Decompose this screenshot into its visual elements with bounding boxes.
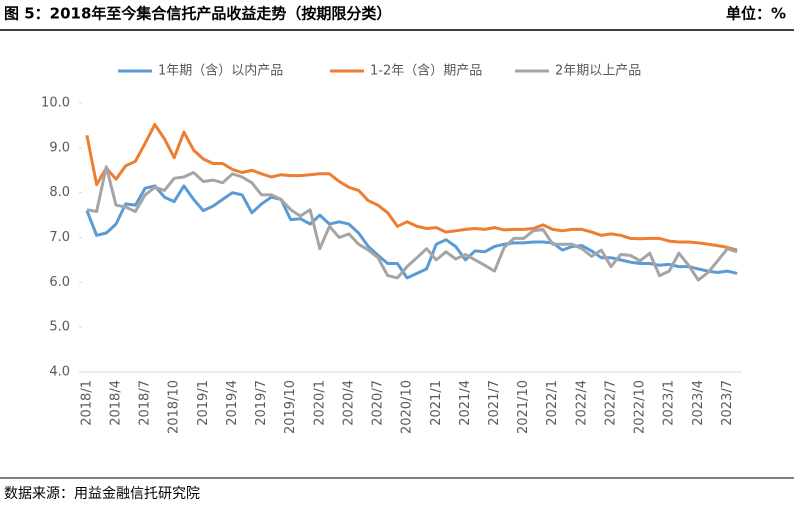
y-tick-label: 5.0 bbox=[49, 320, 70, 335]
x-tick-label: 2021/10 bbox=[516, 380, 531, 434]
x-tick-label: 2020/10 bbox=[400, 380, 415, 434]
x-tick-label: 2019/4 bbox=[225, 380, 240, 426]
x-tick-label: 2020/1 bbox=[312, 380, 327, 426]
unit-label: 单位：% bbox=[726, 5, 786, 23]
x-tick-label: 2018/1 bbox=[79, 380, 94, 426]
x-tick-label: 2020/7 bbox=[371, 380, 386, 426]
x-tick-label: 2018/4 bbox=[108, 380, 123, 426]
x-tick-label: 2018/7 bbox=[138, 380, 153, 426]
x-tick-label: 2019/1 bbox=[196, 380, 211, 426]
x-tick-label: 2023/7 bbox=[720, 380, 735, 426]
x-tick-label: 2022/1 bbox=[545, 380, 560, 426]
x-tick-label: 2021/1 bbox=[429, 380, 444, 426]
series-line bbox=[85, 184, 738, 280]
legend-label: 1-2年（含）期产品 bbox=[370, 63, 482, 79]
x-tick-label: 2023/4 bbox=[691, 380, 706, 426]
y-tick-label: 6.0 bbox=[49, 275, 70, 290]
y-tick-label: 10.0 bbox=[41, 96, 70, 111]
x-tick-label: 2022/7 bbox=[603, 380, 618, 426]
figure-title: 图 5：2018年至今集合信托产品收益走势（按期限分类） bbox=[4, 5, 391, 23]
x-tick-label: 2020/4 bbox=[341, 380, 356, 426]
x-tick-label: 2021/7 bbox=[487, 380, 502, 426]
series-line bbox=[85, 123, 738, 252]
series-line bbox=[86, 165, 738, 282]
x-tick-label: 2019/10 bbox=[283, 380, 298, 434]
legend-label: 1年期（含）以内产品 bbox=[158, 63, 283, 79]
legend-label: 2年期以上产品 bbox=[555, 64, 641, 79]
x-tick-label: 2018/10 bbox=[167, 380, 182, 434]
y-tick-label: 7.0 bbox=[49, 230, 70, 245]
y-tick-label: 9.0 bbox=[49, 140, 70, 155]
x-tick-label: 2023/1 bbox=[662, 380, 677, 426]
x-tick-label: 2021/4 bbox=[458, 380, 473, 426]
y-tick-label: 8.0 bbox=[49, 185, 70, 200]
x-tick-label: 2019/7 bbox=[254, 380, 269, 426]
source-note: 数据来源：用益金融信托研究院 bbox=[4, 486, 200, 502]
y-tick-label: 4.0 bbox=[49, 365, 70, 380]
x-tick-label: 2022/10 bbox=[633, 380, 648, 434]
x-tick-label: 2022/4 bbox=[574, 380, 589, 426]
